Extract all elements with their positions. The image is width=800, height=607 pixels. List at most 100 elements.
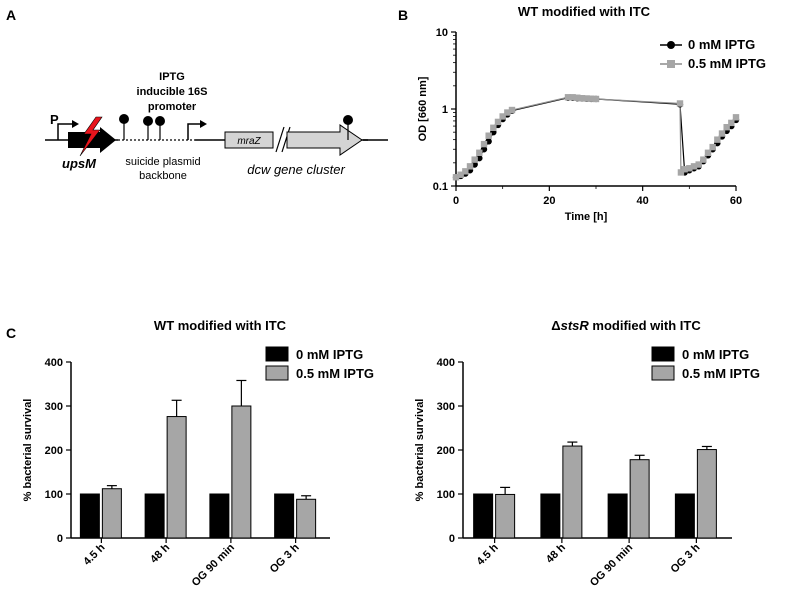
growth-point-05mm [490,124,497,131]
survival-bar-chart-stsr: ΔstsR modified with ITC 0 100 200 300 400 % ba… [414,318,760,589]
growth-point-05mm [569,94,576,101]
stsr-survival-x-tick-label: OG 90 min [588,541,636,589]
growth-point-05mm [676,100,684,107]
growth-point-05mm [462,168,469,175]
growth-point-05mm [732,114,740,121]
growth-point-05mm [471,156,478,163]
wt-survival-bar-0mm [79,493,100,539]
growth-point-05mm [578,95,586,102]
growth-y-axis-label: OD [660 nm] [417,76,429,141]
terminator-2-icon [143,116,153,126]
panel-letter-a: A [6,7,16,23]
growth-point-05mm [499,113,506,120]
stsr-survival-bar-05mm [495,493,516,539]
stsr-survival-title: ΔstsR modified with ITC [551,318,701,333]
promoter-p-arrow [57,123,72,140]
stsr-survival-bar-0mm [473,493,494,539]
growth-point-05mm [480,140,488,148]
wt-survival-legend-swatch [265,346,289,362]
growth-point-05mm [677,169,685,176]
growth-point-05mm [700,156,707,163]
iptg-promoter-arrowhead [200,120,207,128]
growth-legend-label: 0 mM IPTG [688,37,755,52]
stsr-survival-y-tick-label: 400 [437,357,455,369]
iptg-promoter-arrow [187,123,200,140]
growth-point-05mm [718,130,726,137]
iptg-label-2: inducible 16S [137,86,208,98]
stsr-survival-y-tick-label: 0 [449,533,455,545]
survival-bar-chart-wt: WT modified with ITC 0 100 200 300 400 % bacte… [22,318,374,589]
wt-survival-bar-05mm [166,416,187,539]
plasmid-label-1: suicide plasmid [125,156,200,168]
break-mark-2 [281,126,291,153]
growth-point-05mm [728,119,735,127]
iptg-label-1: IPTG [159,71,185,83]
growth-point-05mm [686,165,693,172]
upsm-label: upsM [62,156,97,171]
growth-point-05mm [592,95,600,103]
wt-survival-bar-05mm [231,405,252,539]
stsr-survival-bar-05mm [629,459,650,539]
wt-survival-y-axis-label: % bacterial survival [22,399,34,502]
panel-letter-b: B [398,7,408,23]
wt-survival-y-tick-label: 200 [45,445,63,457]
wt-survival-legend-label: 0.5 mM IPTG [296,366,374,381]
growth-point-05mm [681,166,688,173]
terminator-3-icon [155,116,165,126]
wt-survival-legend-label: 0 mM IPTG [296,347,363,362]
wt-survival-y-tick-label: 400 [45,357,63,369]
growth-point-05mm [714,136,721,143]
terminator-1-icon [119,114,129,124]
wt-survival-x-tick-label: OG 90 min [190,541,238,589]
wt-survival-bar-05mm [296,498,317,539]
stsr-survival-y-tick-label: 100 [437,489,455,501]
mraz-label: mraZ [237,136,261,147]
wt-survival-y-tick-label: 0 [57,533,63,545]
stsr-survival-x-tick-label: 48 h [544,541,568,565]
wt-survival-bar-0mm [144,493,165,539]
growth-point-05mm [508,106,516,114]
wt-survival-x-tick-label: 4.5 h [81,541,107,567]
stsr-survival-legend-swatch [651,365,675,381]
growth-point-05mm [466,163,474,170]
wt-survival-bar-0mm [274,493,295,539]
stsr-survival-x-tick-label: 4.5 h [475,541,501,567]
growth-point-05mm [457,171,464,178]
stsr-survival-legend-label: 0 mM IPTG [682,347,749,362]
wt-survival-x-tick-label: OG 3 h [268,541,302,575]
growth-chart-title: WT modified with ITC [518,4,651,19]
stsr-survival-legend-swatch [651,346,675,362]
promoter-p-label: P [50,112,59,127]
growth-x-tick-label: 60 [730,195,742,207]
terminator-4-icon [343,115,353,125]
growth-point-05mm [690,163,698,170]
stsr-survival-bar-0mm [607,493,628,539]
growth-point-05mm [704,149,712,156]
growth-point-05mm [583,95,590,102]
growth-legend-marker [667,60,675,68]
wt-survival-bar-05mm [101,488,122,539]
growth-y-tick-label: 0.1 [433,181,448,193]
mraz-gene-box [224,131,274,149]
stsr-survival-bar-05mm [696,449,717,539]
growth-legend-marker [667,41,675,49]
break-mark-1 [275,126,285,153]
growth-legend-label: 0.5 mM IPTG [688,56,766,71]
growth-point-05mm [574,94,581,101]
lightning-bolt-icon [79,116,103,157]
growth-point-05mm [695,161,702,168]
dcw-gene-arrow [286,124,363,156]
panel-letter-c: C [6,325,16,341]
wt-survival-title: WT modified with ITC [154,318,287,333]
growth-point-05mm [476,149,483,156]
growth-point-05mm [709,143,716,151]
growth-curve-chart: WT modified with ITC 0.1 1 10 0 20 40 60 Time [h… [417,4,766,223]
growth-x-tick-label: 40 [637,195,649,207]
stsr-survival-y-tick-label: 300 [437,401,455,413]
growth-x-axis-label: Time [h] [565,211,608,223]
stsr-survival-bar-0mm [674,493,695,539]
wt-survival-legend-swatch [265,365,289,381]
stsr-survival-y-axis-label: % bacterial survival [414,399,426,502]
stsr-survival-bar-0mm [540,493,561,539]
